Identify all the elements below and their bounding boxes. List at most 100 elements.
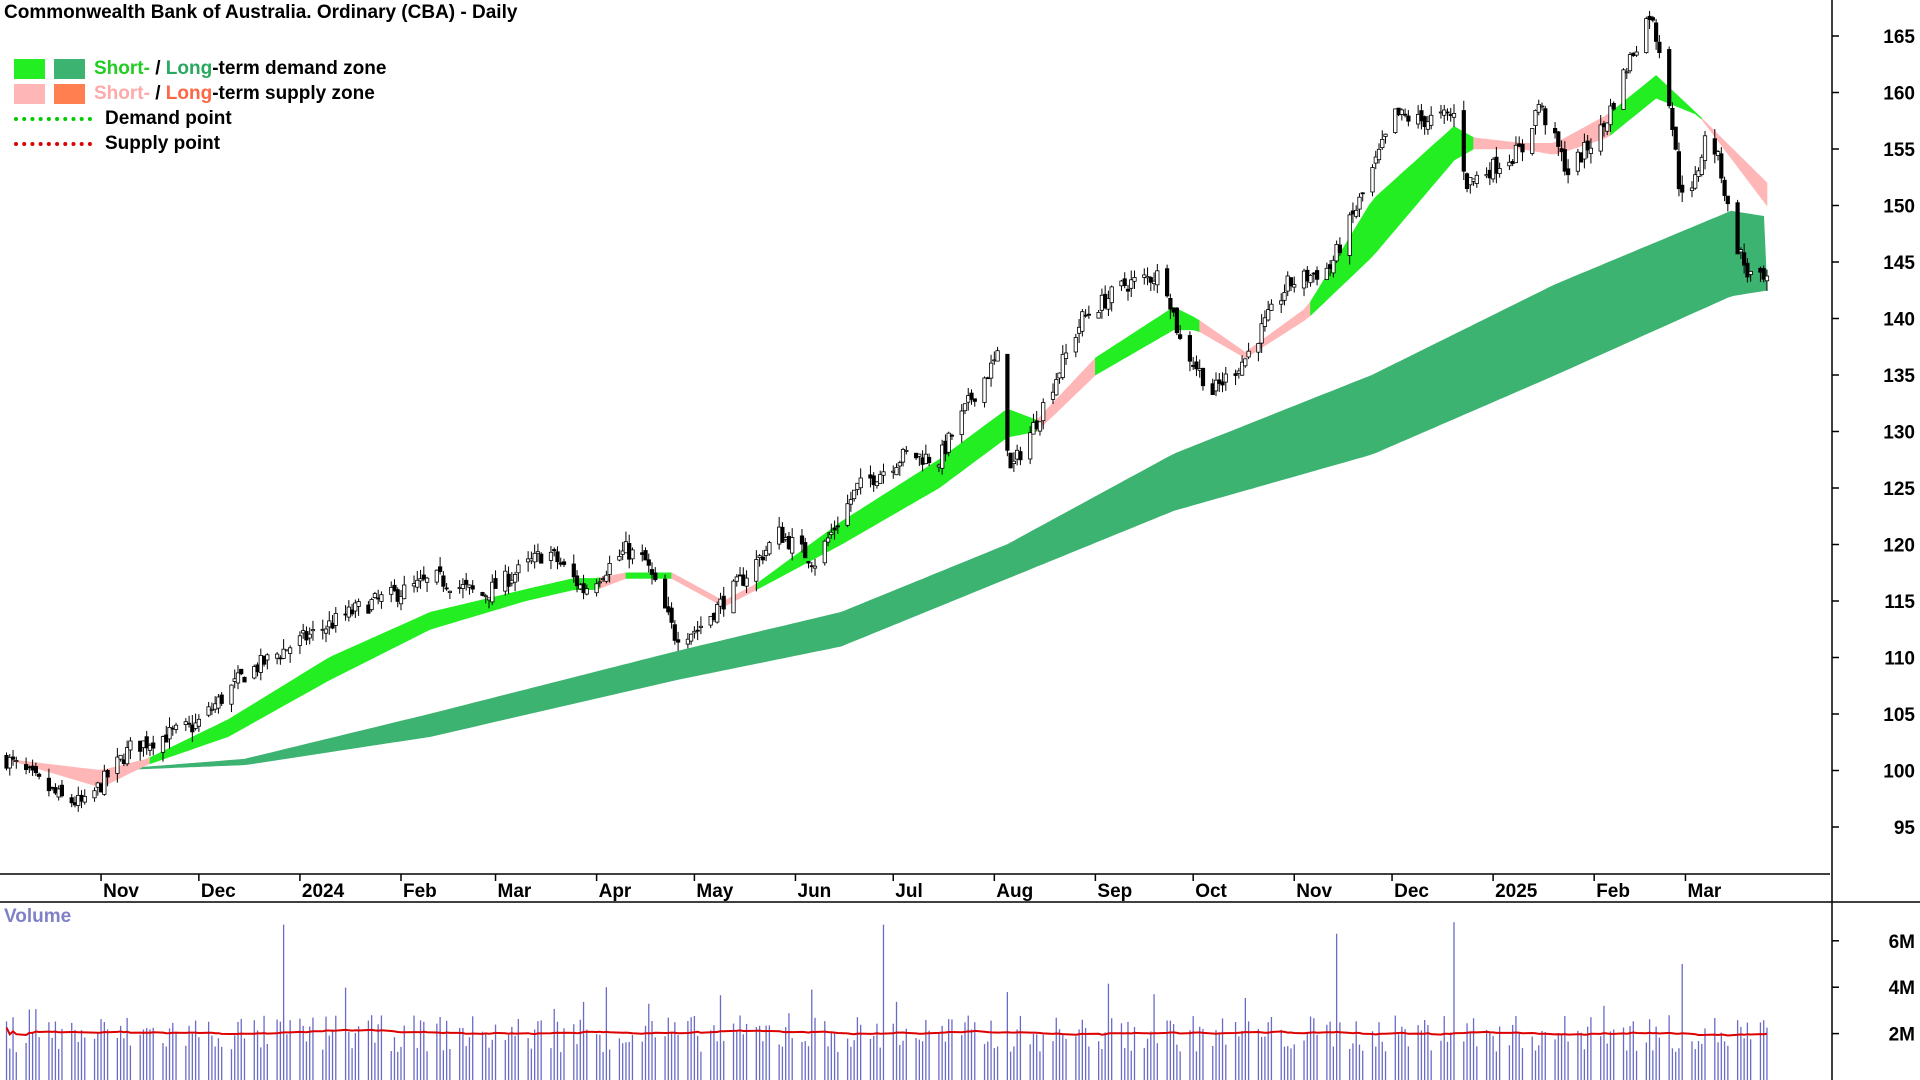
candle-up-body [1634,51,1639,56]
candle [372,591,378,599]
candle [1315,266,1320,286]
candle [1034,410,1039,431]
candle-up-body [1627,54,1633,72]
candle [167,717,172,749]
candle [274,651,280,665]
candle [858,468,863,495]
candle-up-body [715,604,720,623]
candle [1060,345,1065,380]
candle-up-body [1451,113,1457,118]
candle [790,528,795,561]
candle [1634,45,1639,57]
candle [1764,269,1770,291]
candle [1331,255,1336,278]
demand-point-line [14,116,92,121]
candle-down-body [1083,314,1088,317]
candle-up-body [812,565,818,569]
candle [1566,159,1571,184]
candle [852,489,857,502]
legend-supply-short-word: Short- [94,82,150,104]
candle-down-body [53,787,58,794]
candle [1357,193,1362,218]
candle-up-body [1588,147,1593,154]
x-tick-label: Jun [798,881,832,902]
candle-up-body [160,736,166,753]
x-tick-label: Feb [1596,881,1630,902]
legend: Short- / Long -term demand zone Short- /… [14,56,386,156]
candle-up-body [1015,449,1020,460]
candle-down-body [1712,138,1717,155]
candle-up-body [310,629,316,632]
candle [46,768,52,797]
candle-down-body [1680,184,1685,193]
candle-up-body [604,574,609,582]
volume-panel-label: Volume [4,906,72,927]
candle [571,554,576,583]
candle [196,714,201,732]
candle-up-body [369,599,374,611]
candle [1419,104,1424,130]
candle-up-body [183,721,188,726]
candle [102,764,107,796]
candle [917,453,922,466]
candle-up-body [379,594,384,602]
candle-up-body [1644,18,1649,54]
candle [1380,130,1385,150]
candle-down-body [239,668,244,675]
y-tick-label: 120 [1883,536,1915,557]
candle [421,566,426,582]
candle-up-body [14,760,19,763]
candle [607,555,612,583]
candle [1667,46,1672,109]
candle [643,547,648,561]
candle-up-body [767,542,772,555]
candle-up-body [1764,275,1770,282]
candle-up-body [1536,104,1541,113]
candle [1125,284,1131,301]
candle-down-body [1445,111,1450,114]
candle-up-body [689,633,694,642]
candle [1689,181,1695,198]
candle [1083,309,1088,318]
candle [353,599,358,618]
candle-down-body [444,587,449,590]
candle-up-body [486,597,492,601]
candle [59,779,65,798]
candle-down-body [1086,313,1091,316]
candle-up-body [601,578,606,581]
candle-up-body [1129,279,1134,289]
candle-down-body [868,474,873,479]
candle [1311,271,1316,283]
candle-down-body [663,578,668,609]
candle-down-body [30,765,35,771]
candle-down-body [1168,297,1173,310]
candle-down-body [695,629,700,632]
candle-up-body [229,684,234,705]
candle [1393,108,1398,134]
candle [1354,205,1359,219]
candle-up-body [897,462,902,467]
candle [1200,367,1206,391]
candle [900,447,906,467]
candle-up-body [829,531,834,535]
candle [1347,212,1352,265]
candle-down-body [69,797,74,804]
candle-up-body [1347,214,1352,256]
legend-supply-point-label: Supply point [105,132,221,154]
candle-up-body [76,795,81,806]
candle-up-body [1605,122,1610,132]
candle [1187,331,1192,372]
y-tick-label: 160 [1883,84,1915,105]
candle-down-body [1210,383,1215,396]
candle [698,616,704,635]
candle [33,762,39,777]
x-tick-label: 2025 [1495,881,1538,902]
candle-up-body [764,549,769,556]
legend-supply-long-word: Long [165,82,213,104]
candle-up-body [372,593,378,598]
candle [539,552,544,564]
candle [513,571,518,592]
volume-tick-label: 6M [1889,932,1915,953]
candle [1608,98,1613,132]
y-tick-label: 130 [1883,423,1915,444]
